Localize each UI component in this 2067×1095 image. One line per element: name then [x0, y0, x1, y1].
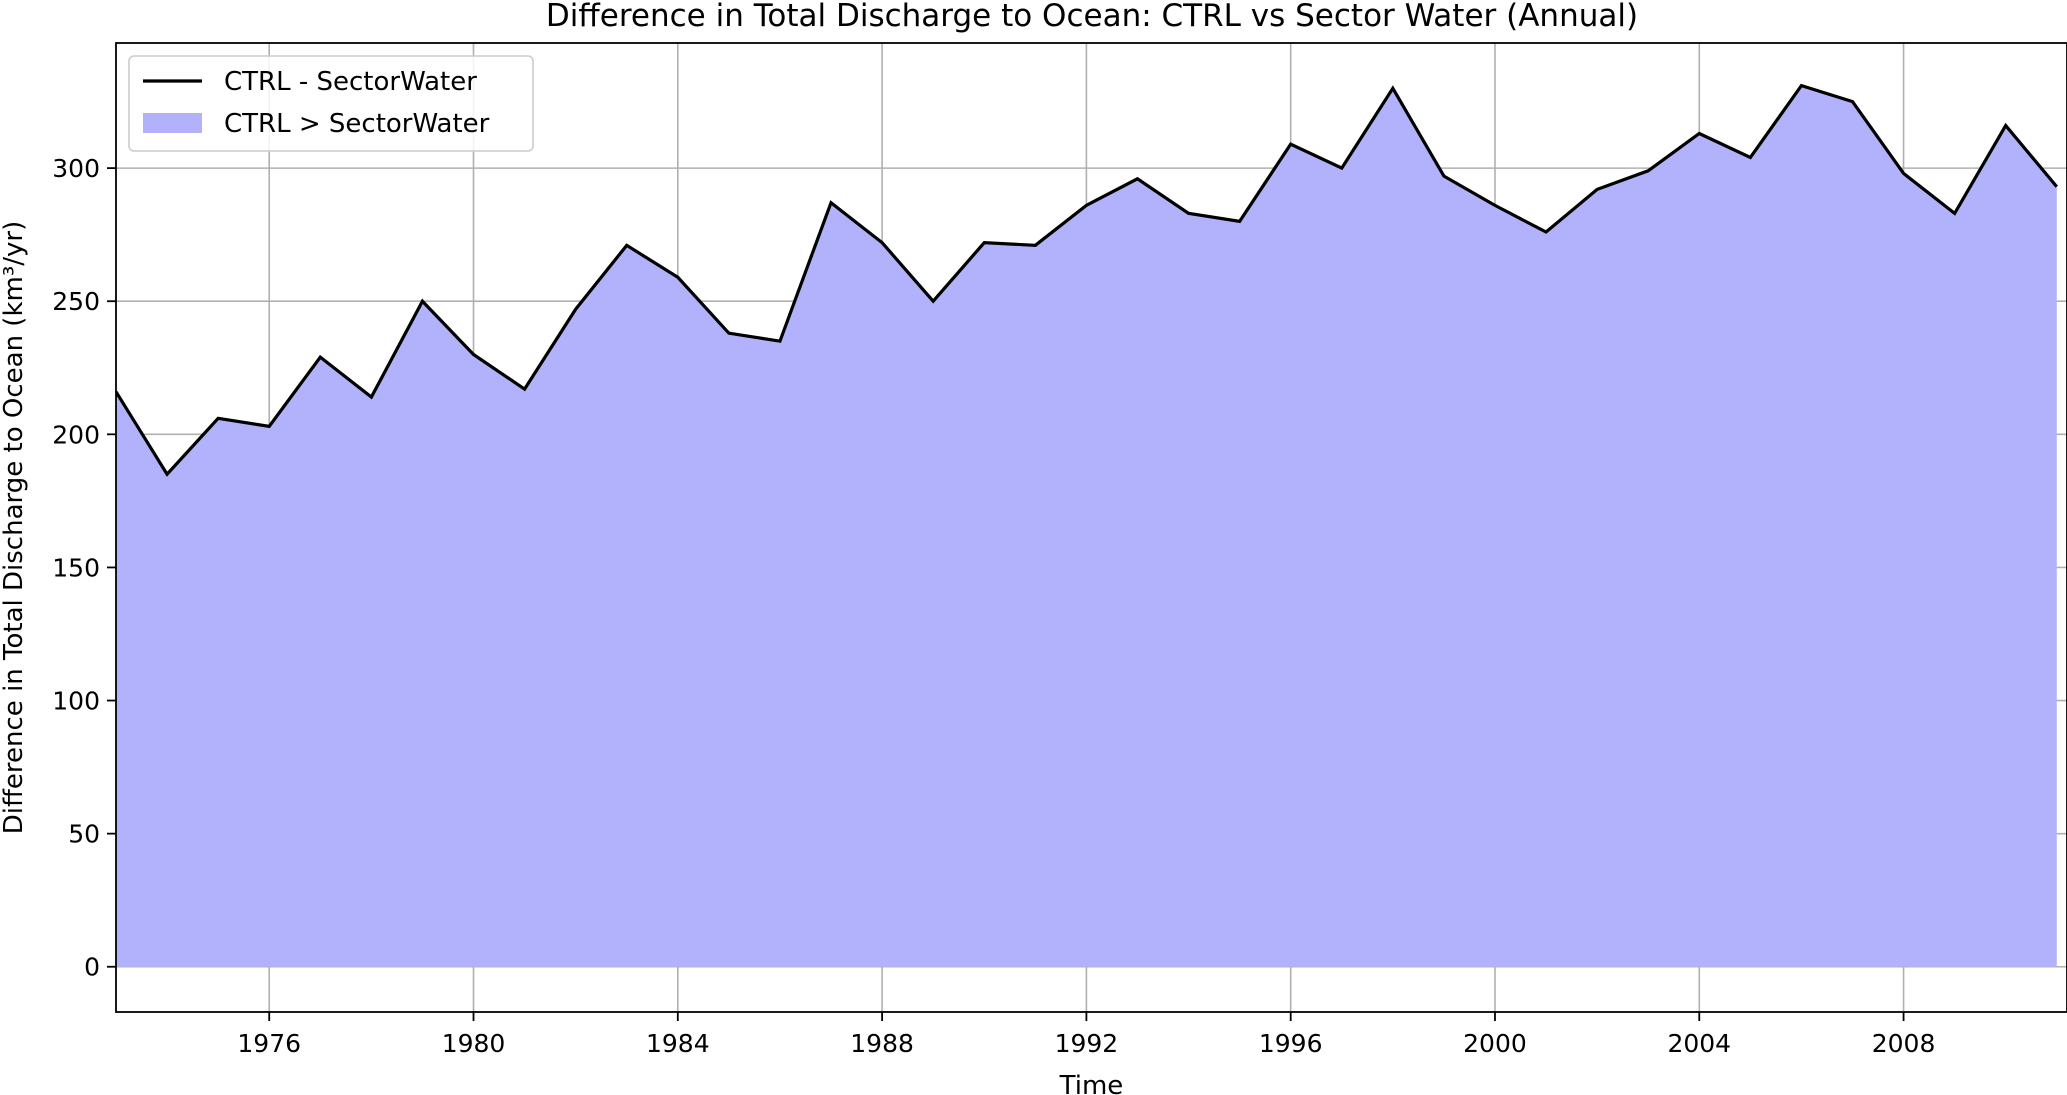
- legend-label-line: CTRL - SectorWater: [224, 67, 477, 97]
- x-tick-label: 1980: [442, 1029, 506, 1058]
- y-tick-label: 300: [52, 154, 100, 183]
- y-tick-label: 150: [52, 553, 100, 582]
- y-tick-label: 250: [52, 287, 100, 316]
- x-tick-label: 1984: [646, 1029, 710, 1058]
- y-tick-label: 0: [84, 953, 100, 982]
- y-tick-label: 50: [68, 820, 100, 849]
- x-tick-label: 1988: [850, 1029, 914, 1058]
- x-axis-ticks: 1976 1980 1984 1988 1992 1996 2000 2004 2008: [237, 1012, 1935, 1058]
- y-axis-ticks: 0 50 100 150 200 250 300: [52, 154, 116, 982]
- x-tick-label: 2008: [1872, 1029, 1936, 1058]
- legend-label-fill: CTRL > SectorWater: [224, 109, 490, 139]
- y-tick-label: 200: [52, 420, 100, 449]
- x-tick-label: 1976: [237, 1029, 301, 1058]
- x-tick-label: 2004: [1667, 1029, 1731, 1058]
- series-line: [116, 83, 2059, 477]
- legend: CTRL - SectorWater CTRL > SectorWater: [128, 55, 534, 152]
- plot-frame: [115, 42, 2067, 1013]
- x-tick-label: 1992: [1055, 1029, 1119, 1058]
- chart-title: Difference in Total Discharge to Ocean: …: [546, 0, 1638, 34]
- area-fill: [116, 85, 2057, 967]
- x-tick-label: 1996: [1259, 1029, 1323, 1058]
- y-tick-label: 100: [52, 687, 100, 716]
- legend-fill-swatch: [143, 113, 202, 133]
- x-axis-label: Time: [1059, 1071, 1124, 1095]
- legend-box: [128, 55, 534, 152]
- y-axis-label: Difference in Total Discharge to Ocean (…: [0, 221, 29, 834]
- x-tick-label: 2000: [1463, 1029, 1527, 1058]
